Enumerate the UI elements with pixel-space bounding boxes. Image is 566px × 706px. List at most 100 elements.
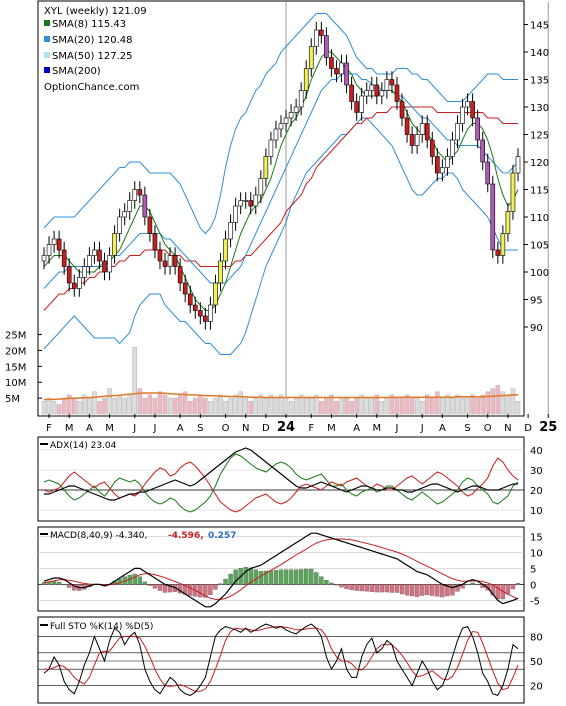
candle-body: [223, 238, 228, 262]
volume-bar: [122, 397, 127, 415]
volume-bar: [293, 397, 299, 415]
candle-body: [429, 139, 435, 157]
sto-tick-label: 80: [530, 632, 543, 643]
macd-tick-label: -5: [530, 596, 540, 607]
candle-body: [354, 101, 359, 113]
candle-body: [56, 238, 62, 251]
volume-bar: [258, 394, 264, 415]
volume-bar: [314, 394, 319, 415]
candle-body: [278, 123, 284, 130]
candle-body: [268, 139, 274, 157]
macd-tick-label: 5: [530, 564, 536, 575]
volume-bar: [490, 388, 496, 415]
volume-bar: [515, 401, 521, 415]
volume-bar: [147, 394, 153, 415]
sto-legend-swatch: [40, 624, 48, 626]
macd-signal-line: [43, 538, 519, 600]
macd-histogram-bar: [177, 584, 183, 594]
x-tick-label: A: [353, 423, 360, 434]
volume-bar: [198, 394, 203, 415]
macd-histogram-bar: [374, 584, 380, 593]
x-tick-label: 24: [277, 420, 295, 435]
candle-body: [359, 95, 364, 113]
volume-bar: [248, 401, 253, 415]
volume-bar: [182, 391, 188, 415]
macd-histogram-bar: [278, 569, 284, 585]
candle-body: [339, 62, 344, 75]
candle-body: [218, 260, 223, 284]
volume-bar: [162, 394, 168, 415]
volume-bar: [404, 394, 410, 415]
macd-tick-label: 0: [530, 580, 536, 591]
price-tick-label: 135: [530, 76, 549, 87]
sto-legend-label: Full STO %K(14) %D(5): [50, 622, 153, 632]
legend-swatch-sma8: [44, 20, 50, 26]
candle-body: [76, 277, 82, 289]
candle-body: [490, 183, 496, 251]
candle-body: [273, 128, 279, 141]
candle-body: [51, 238, 57, 245]
candle-body: [107, 255, 112, 273]
legend-sma20: SMA(20) 120.48: [52, 35, 133, 46]
macd-histogram-bar: [455, 584, 460, 592]
candle-body: [162, 260, 168, 267]
x-tick-label: O: [484, 423, 492, 434]
volume-bar: [187, 401, 193, 415]
volume-bar: [213, 397, 218, 415]
macd-histogram-bar: [258, 571, 264, 585]
volume-tick-label: 25M: [5, 331, 26, 342]
adx-legend: ADX(14) 23.04: [40, 441, 117, 451]
candle-body: [505, 211, 511, 234]
price-panel-frame: [37, 0, 525, 417]
macd-histogram-bar: [273, 569, 279, 585]
volume-bar: [72, 397, 77, 415]
volume-bar: [349, 401, 354, 415]
volume-bar: [379, 401, 385, 415]
candle-body: [329, 57, 334, 69]
price-tick-label: 140: [530, 48, 549, 59]
candle-body: [71, 282, 77, 289]
volume-bar: [288, 401, 294, 415]
macd-histogram-bar: [147, 584, 153, 586]
legend-swatch-sma50: [44, 52, 50, 58]
price-tick-label: 120: [530, 158, 549, 169]
candle-body: [500, 233, 506, 256]
price-tick-label: 115: [530, 186, 549, 197]
volume-bar: [137, 388, 143, 415]
macd-histogram-bar: [198, 584, 203, 598]
sma50-line: [43, 106, 518, 311]
x-tick-label: N: [504, 423, 511, 434]
bollinger-lower-line: [43, 117, 518, 355]
volume-bar: [394, 397, 400, 415]
volume-bar: [193, 397, 198, 415]
price-tick-label: 145: [530, 21, 549, 32]
candle-body: [243, 200, 249, 202]
candle-body: [455, 123, 460, 141]
macd-histogram-bar: [228, 573, 233, 585]
candle-body: [303, 68, 309, 91]
volume-bar: [419, 401, 425, 415]
candle-body: [238, 200, 243, 207]
volume-bar: [82, 394, 87, 415]
x-tick-label: M: [65, 423, 74, 434]
macd-histogram-bar: [283, 569, 289, 585]
volume-bar: [324, 397, 329, 415]
volume-bar: [218, 394, 223, 415]
candle-body: [379, 90, 385, 97]
candle-body: [112, 233, 117, 256]
volume-bar: [309, 397, 314, 415]
volume-bar: [92, 391, 97, 415]
candle-body: [213, 282, 218, 306]
volume-bar: [319, 401, 324, 415]
volume-bar: [132, 347, 138, 415]
macd-histogram-bar: [213, 584, 218, 590]
candle-body: [475, 117, 480, 141]
volume-tick-label: 5M: [5, 394, 20, 405]
volume-bar: [112, 397, 117, 415]
volume-bar: [435, 391, 440, 415]
macd-legend: MACD(8,40,9) -4.340, -4.596, 0.257: [40, 531, 236, 541]
volume-bar: [263, 397, 269, 415]
volume-bar: [344, 397, 349, 415]
macd-histogram-bar: [162, 584, 168, 593]
